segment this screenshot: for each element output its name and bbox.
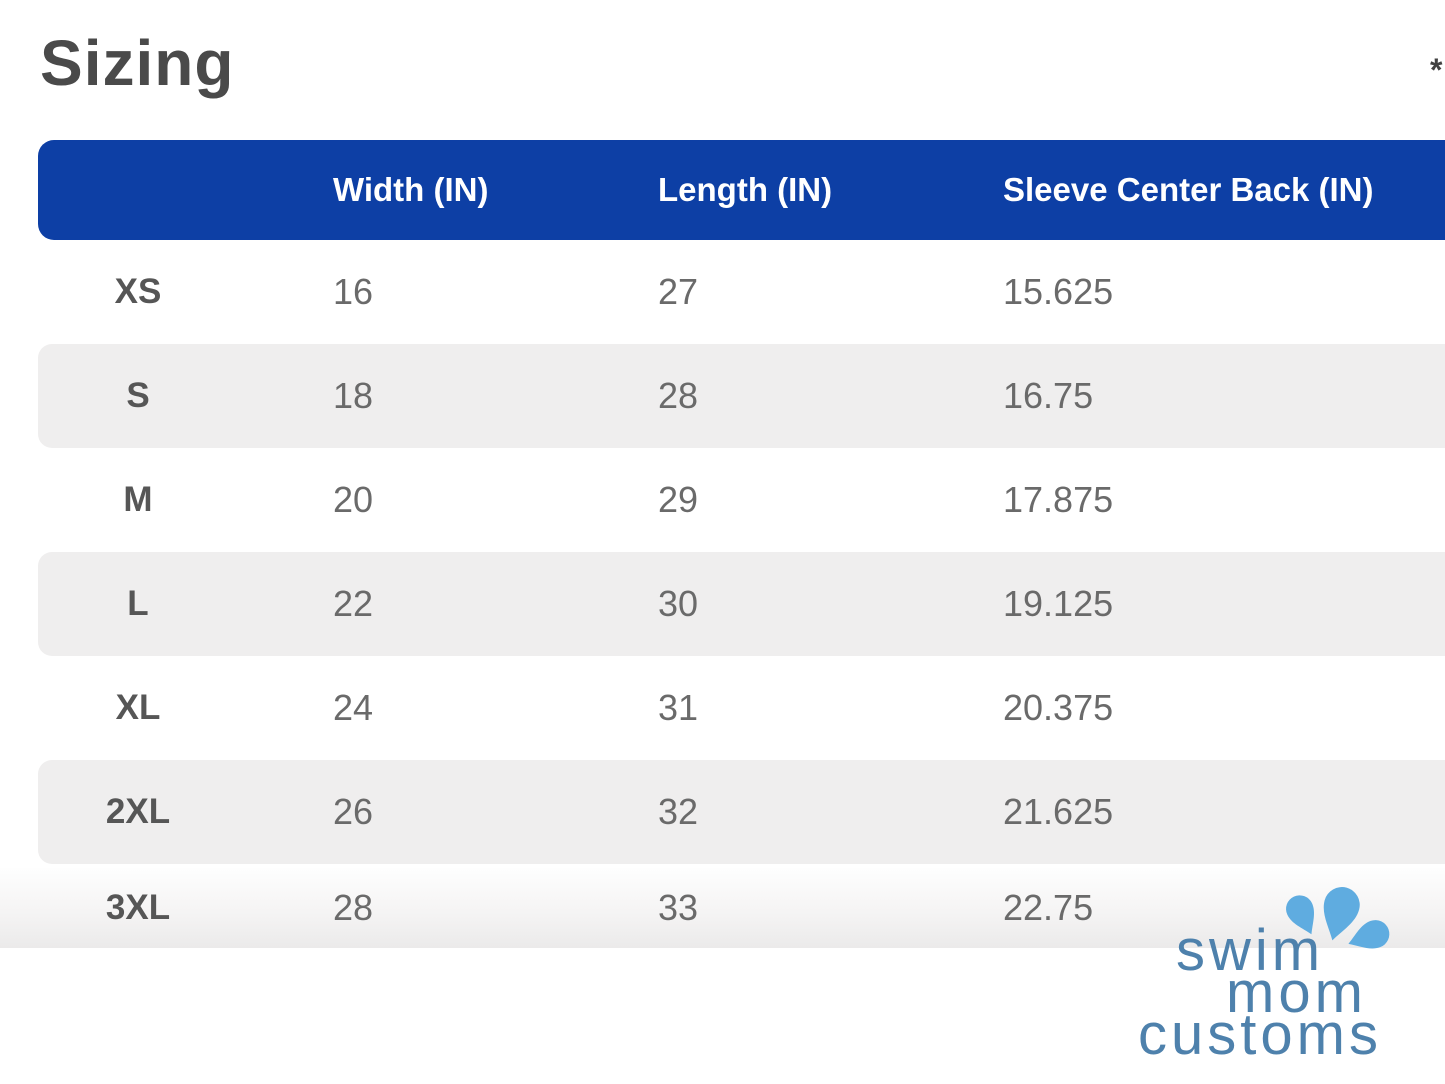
size-label: M	[123, 480, 153, 519]
logo-text-customs: customs	[1138, 1002, 1382, 1067]
width-value: 22	[333, 583, 374, 624]
width-value: 20	[333, 479, 374, 520]
width-value: 16	[333, 271, 374, 312]
length-value: 27	[658, 271, 699, 312]
header-length-column: Length (IN)	[658, 171, 833, 208]
width-value: 28	[333, 887, 374, 928]
table-row-xs: XS 16 27 15.625	[38, 240, 1445, 344]
size-label: XL	[115, 688, 161, 727]
sleeve-value: 21.625	[1003, 791, 1114, 832]
width-value: 26	[333, 791, 374, 832]
sleeve-value: 15.625	[1003, 271, 1114, 312]
table-row-s: S 18 28 16.75	[38, 344, 1445, 448]
table-row-xl: XL 24 31 20.375	[38, 656, 1445, 760]
size-label: L	[127, 584, 149, 623]
length-value: 29	[658, 479, 699, 520]
header-width-column: Width (IN)	[333, 171, 489, 208]
logo-text-mom: mom	[1226, 960, 1367, 1025]
table-row-m: M 20 29 17.875	[38, 448, 1445, 552]
table-header-row: Width (IN) Length (IN) Sleeve Center Bac…	[38, 140, 1445, 240]
sleeve-value: 20.375	[1003, 687, 1114, 728]
size-label: 3XL	[105, 888, 171, 927]
length-value: 32	[658, 791, 699, 832]
size-label: 2XL	[105, 792, 171, 831]
size-label: S	[126, 376, 150, 415]
sleeve-value: 22.75	[1003, 887, 1094, 928]
width-value: 24	[333, 687, 374, 728]
table-row-l: L 22 30 19.125	[38, 552, 1445, 656]
table-row-3xl: 3XL 28 33 22.75	[38, 868, 1445, 948]
table-fade-strip: 3XL 28 33 22.75	[0, 868, 1445, 948]
page-title: Sizing	[40, 27, 235, 99]
sleeve-value: 17.875	[1003, 479, 1114, 520]
footnote-marker: *	[1430, 52, 1443, 88]
width-value: 18	[333, 375, 374, 416]
length-value: 33	[658, 887, 699, 928]
size-label: XS	[114, 272, 162, 311]
logo-text-swim: swim	[1176, 918, 1325, 983]
sleeve-value: 19.125	[1003, 583, 1114, 624]
sizing-table: Width (IN) Length (IN) Sleeve Center Bac…	[38, 140, 1445, 864]
header-sleeve-column: Sleeve Center Back (IN)	[1003, 171, 1374, 208]
length-value: 31	[658, 687, 699, 728]
sleeve-value: 16.75	[1003, 375, 1094, 416]
table-row-2xl: 2XL 26 32 21.625	[38, 760, 1445, 864]
length-value: 30	[658, 583, 699, 624]
length-value: 28	[658, 375, 699, 416]
